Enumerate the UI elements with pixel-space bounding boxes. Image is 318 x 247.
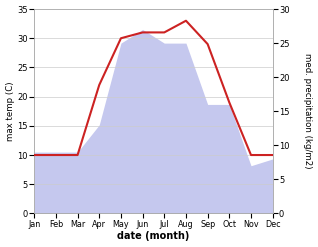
Y-axis label: med. precipitation (kg/m2): med. precipitation (kg/m2)	[303, 54, 313, 169]
Y-axis label: max temp (C): max temp (C)	[5, 82, 15, 141]
X-axis label: date (month): date (month)	[117, 231, 190, 242]
